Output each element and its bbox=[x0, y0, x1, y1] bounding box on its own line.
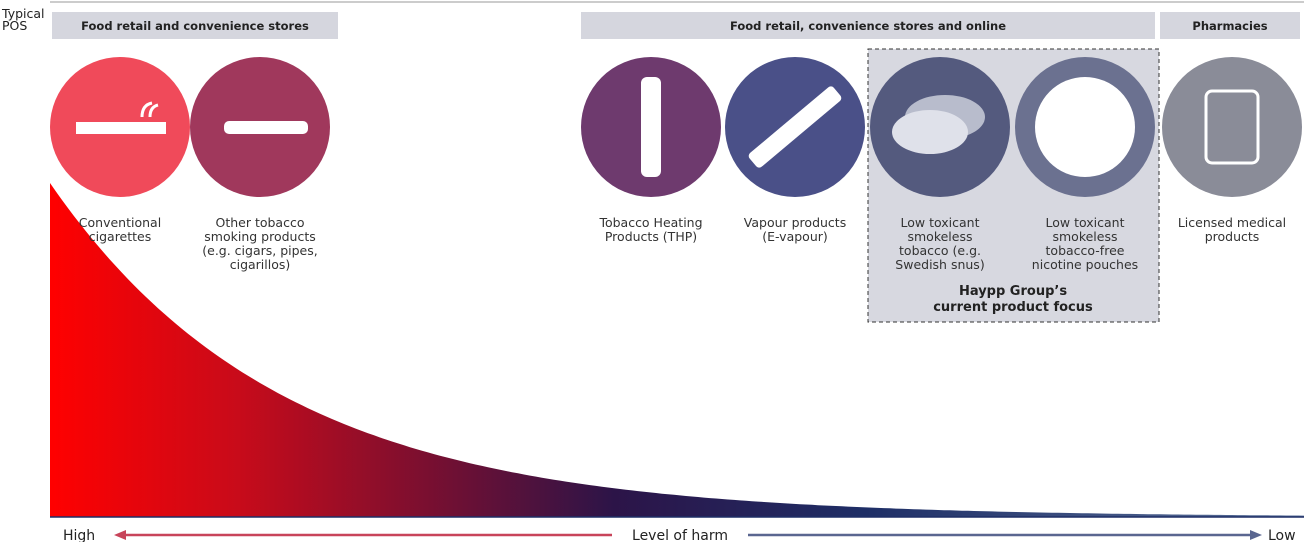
product-label: cigarettes bbox=[89, 229, 152, 244]
product-label: Products (THP) bbox=[605, 229, 697, 244]
channel-bar bbox=[52, 12, 338, 39]
icon-part bbox=[641, 77, 661, 177]
icon-part bbox=[892, 110, 968, 154]
axis-high: High bbox=[63, 528, 95, 542]
product-label: tobacco (e.g. bbox=[899, 243, 981, 258]
pos-label: Typical bbox=[1, 6, 45, 21]
harm-curve bbox=[50, 183, 1304, 517]
product-label: Low toxicant bbox=[901, 215, 980, 230]
channel-title: Food retail, convenience stores and onli… bbox=[730, 19, 1006, 33]
icon-part bbox=[224, 121, 308, 134]
product-icon bbox=[641, 77, 661, 177]
product-icon bbox=[224, 121, 308, 134]
icon-part bbox=[1204, 89, 1260, 165]
product-icon bbox=[748, 86, 842, 168]
product-icon bbox=[76, 101, 166, 134]
icon-part bbox=[1035, 77, 1135, 177]
product-icon bbox=[1035, 77, 1135, 177]
icon-part bbox=[748, 86, 842, 168]
product-label: Low toxicant bbox=[1046, 215, 1125, 230]
product-label: Licensed medical bbox=[1178, 215, 1286, 230]
pos-label: POS bbox=[2, 18, 27, 33]
icon-part bbox=[140, 101, 159, 118]
product-icon bbox=[892, 95, 985, 154]
harm-arrows bbox=[114, 530, 1262, 540]
product-label: tobacco-free bbox=[1046, 243, 1125, 258]
axis-title: Level of harm bbox=[632, 528, 728, 542]
axis-low: Low bbox=[1268, 528, 1296, 542]
product-circle bbox=[1162, 57, 1302, 197]
product-label: Conventional bbox=[79, 215, 161, 230]
channel-title: Pharmacies bbox=[1192, 19, 1267, 33]
product-icon bbox=[1204, 89, 1260, 165]
product-label: smokeless bbox=[1052, 229, 1117, 244]
product-label: Vapour products bbox=[744, 215, 846, 230]
product-label: Swedish snus) bbox=[895, 257, 984, 272]
harm-area bbox=[50, 183, 1304, 517]
icon-part bbox=[76, 122, 166, 134]
product-label: Tobacco Heating bbox=[598, 215, 702, 230]
focus-caption: Haypp Group’s bbox=[959, 284, 1067, 299]
channel-bar bbox=[581, 12, 1155, 39]
product-label: cigarillos) bbox=[230, 257, 291, 272]
product-label: Other tobacco bbox=[215, 215, 304, 230]
product-label: (e.g. cigars, pipes, bbox=[202, 243, 317, 258]
channel-bar bbox=[1160, 12, 1300, 39]
product-label: (E-vapour) bbox=[762, 229, 828, 244]
product-label: smokeless bbox=[907, 229, 972, 244]
product-label: products bbox=[1205, 229, 1260, 244]
product-label: nicotine pouches bbox=[1032, 257, 1138, 272]
channel-title: Food retail and convenience stores bbox=[81, 19, 309, 33]
focus-caption: current product focus bbox=[933, 300, 1093, 315]
product-label: smoking products bbox=[204, 229, 315, 244]
